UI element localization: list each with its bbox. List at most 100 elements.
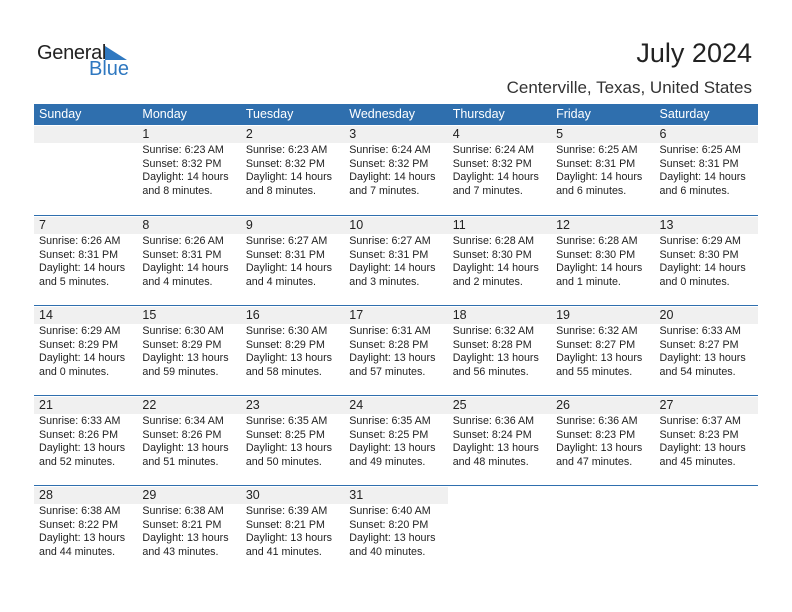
daylight2-text: and 0 minutes. [39,365,110,378]
day-number: 24 [344,397,448,414]
day-number: 1 [137,126,241,143]
day-info: Sunrise: 6:32 AM Sunset: 8:27 PM Daylight:… [551,324,654,379]
sunrise-text: Sunrise: 6:23 AM [142,144,224,156]
day-number: 4 [447,126,552,143]
day-number: 26 [551,397,655,414]
sunrise-text: Sunrise: 6:34 AM [142,415,224,427]
day-number: 18 [447,307,552,324]
calendar-week: 21 Sunrise: 6:33 AM Sunset: 8:26 PM Dayligh… [34,395,758,485]
daylight2-text: and 48 minutes. [452,455,529,468]
day-cell: 2 Sunrise: 6:23 AM Sunset: 8:32 PM Daylight… [240,125,345,215]
day-cell: 23 Sunrise: 6:35 AM Sunset: 8:25 PM Dayligh… [240,396,345,485]
day-number: 30 [240,487,345,504]
sunrise-text: Sunrise: 6:23 AM [245,144,328,156]
day-info: Sunrise: 6:25 AM Sunset: 8:31 PM Daylight:… [551,143,654,198]
daylight2-text: and 0 minutes. [659,275,730,288]
day-info: Sunrise: 6:31 AM Sunset: 8:28 PM Daylight:… [344,324,447,379]
weekday-friday: Friday [556,107,591,121]
sunset-text: Sunset: 8:31 PM [349,248,429,261]
daylight2-text: and 7 minutes. [452,184,523,197]
weekday-header: Sunday Monday Tuesday Wednesday Thursday Frid… [34,104,758,125]
day-number: 3 [344,126,448,143]
day-number: 20 [654,307,758,324]
sunrise-text: Sunrise: 6:37 AM [659,415,741,427]
sunset-text: Sunset: 8:25 PM [245,428,325,441]
daylight-text: Daylight: 14 hours [245,171,332,183]
daylight-text: Daylight: 13 hours [39,442,126,454]
day-number: 6 [654,126,758,143]
daylight2-text: and 2 minutes. [452,275,523,288]
day-number: 17 [344,307,448,324]
daylight2-text: and 56 minutes. [452,365,529,378]
daylight-text: Daylight: 14 hours [556,171,643,183]
weekday-wednesday: Wednesday [349,107,416,121]
sunset-text: Sunset: 8:21 PM [142,518,222,531]
sunset-text: Sunset: 8:32 PM [142,157,222,170]
daylight-text: Daylight: 14 hours [452,171,539,183]
daylight-text: Daylight: 14 hours [659,171,746,183]
day-number: 28 [34,487,138,504]
daylight2-text: and 3 minutes. [349,275,420,288]
daylight2-text: and 5 minutes. [39,275,110,288]
day-cell: 11 Sunrise: 6:28 AM Sunset: 8:30 PM Dayligh… [447,216,552,305]
daylight2-text: and 55 minutes. [556,365,633,378]
daylight2-text: and 7 minutes. [349,184,420,197]
day-cell: 24 Sunrise: 6:35 AM Sunset: 8:25 PM Dayligh… [344,396,448,485]
daylight2-text: and 58 minutes. [245,365,322,378]
location: Centerville, Texas, United States [506,78,752,97]
day-number: 15 [137,307,241,324]
sunrise-text: Sunrise: 6:24 AM [452,144,535,156]
day-cell: 10 Sunrise: 6:27 AM Sunset: 8:31 PM Dayligh… [344,216,448,305]
sunset-text: Sunset: 8:26 PM [39,428,119,441]
sunrise-text: Sunrise: 6:29 AM [39,325,121,337]
day-info: Sunrise: 6:27 AM Sunset: 8:31 PM Daylight:… [344,234,447,289]
day-info: Sunrise: 6:24 AM Sunset: 8:32 PM Daylight:… [448,143,551,198]
page-title: July 2024 [636,38,752,68]
daylight-text: Daylight: 13 hours [142,352,229,364]
day-number: 19 [551,307,655,324]
daylight2-text: and 6 minutes. [659,184,730,197]
day-number: 8 [137,217,241,234]
sunrise-text: Sunrise: 6:33 AM [659,325,741,337]
sunset-text: Sunset: 8:32 PM [452,157,532,170]
day-cell: 6 Sunrise: 6:25 AM Sunset: 8:31 PM Daylight… [654,125,758,215]
calendar-week: 28 Sunrise: 6:38 AM Sunset: 8:22 PM Dayligh… [34,485,758,575]
day-number: 27 [654,397,758,414]
daylight-text: Daylight: 13 hours [245,532,332,544]
day-cell: 5 Sunrise: 6:25 AM Sunset: 8:31 PM Daylight… [551,125,655,215]
sunset-text: Sunset: 8:20 PM [349,518,429,531]
sunset-text: Sunset: 8:29 PM [39,338,119,351]
day-cell: 22 Sunrise: 6:34 AM Sunset: 8:26 PM Dayligh… [137,396,241,485]
sunrise-text: Sunrise: 6:35 AM [349,415,431,427]
sunset-text: Sunset: 8:30 PM [659,248,739,261]
day-info: Sunrise: 6:33 AM Sunset: 8:26 PM Daylight:… [34,414,137,469]
day-cell: 31 Sunrise: 6:40 AM Sunset: 8:20 PM Dayligh… [344,486,448,575]
day-info: Sunrise: 6:40 AM Sunset: 8:20 PM Daylight:… [344,504,447,559]
day-info: Sunrise: 6:23 AM Sunset: 8:32 PM Daylight:… [137,143,240,198]
day-cell: 28 Sunrise: 6:38 AM Sunset: 8:22 PM Dayligh… [34,486,138,575]
day-cell: 13 Sunrise: 6:29 AM Sunset: 8:30 PM Dayligh… [654,216,758,305]
sunrise-text: Sunrise: 6:26 AM [39,235,121,247]
daylight2-text: and 50 minutes. [245,455,322,468]
daylight-text: Daylight: 14 hours [142,262,229,274]
day-info: Sunrise: 6:38 AM Sunset: 8:21 PM Daylight:… [137,504,240,559]
sunrise-text: Sunrise: 6:24 AM [349,144,431,156]
daylight2-text: and 47 minutes. [556,455,633,468]
day-info: Sunrise: 6:39 AM Sunset: 8:21 PM Daylight:… [241,504,344,559]
sunset-text: Sunset: 8:26 PM [142,428,222,441]
day-cell: 4 Sunrise: 6:24 AM Sunset: 8:32 PM Daylight… [447,125,552,215]
day-info: Sunrise: 6:28 AM Sunset: 8:30 PM Daylight:… [448,234,551,289]
sunset-text: Sunset: 8:32 PM [349,157,429,170]
sunset-text: Sunset: 8:27 PM [659,338,739,351]
day-cell: 14 Sunrise: 6:29 AM Sunset: 8:29 PM Dayligh… [34,306,138,395]
day-number: 10 [344,217,448,234]
logo-word-general: General [37,42,107,64]
sunset-text: Sunset: 8:28 PM [349,338,429,351]
daylight-text: Daylight: 14 hours [452,262,539,274]
sunrise-text: Sunrise: 6:27 AM [349,235,431,247]
sunset-text: Sunset: 8:21 PM [245,518,325,531]
daylight2-text: and 4 minutes. [245,275,316,288]
sunset-text: Sunset: 8:22 PM [39,518,119,531]
empty-cell [551,486,654,575]
sunrise-text: Sunrise: 6:38 AM [142,505,224,517]
